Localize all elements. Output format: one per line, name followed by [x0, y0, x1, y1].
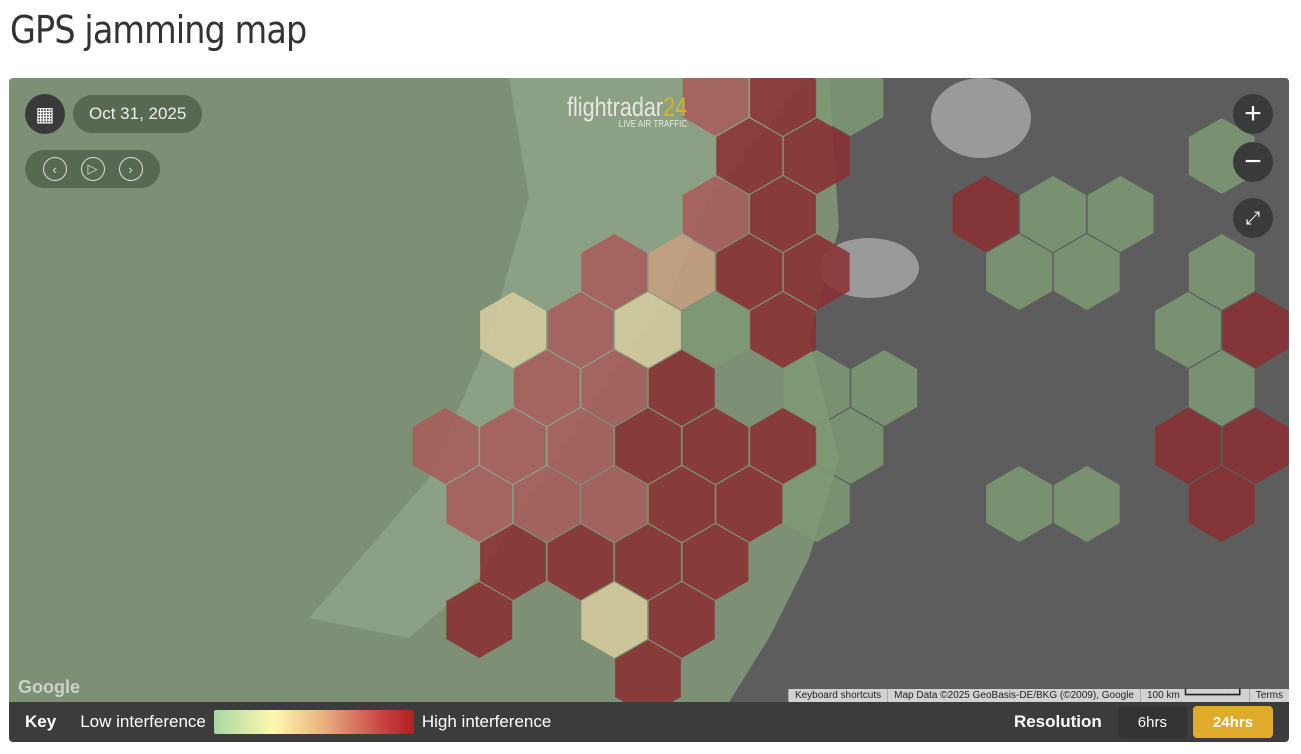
interference-hex[interactable] — [750, 78, 816, 136]
interference-hex[interactable] — [615, 524, 681, 600]
key-label: Key — [25, 712, 57, 731]
interference-hex[interactable] — [1053, 466, 1120, 542]
map-layer[interactable] — [9, 78, 1289, 702]
interference-hex[interactable] — [615, 292, 681, 368]
interference-hex[interactable] — [783, 466, 850, 542]
scale-label: 100 km — [1146, 690, 1180, 701]
interference-hex[interactable] — [412, 408, 479, 484]
interference-hex[interactable] — [648, 234, 715, 310]
zoom-out-button[interactable]: − — [1233, 142, 1273, 182]
interference-hex[interactable] — [682, 408, 749, 484]
interference-hex[interactable] — [817, 78, 884, 136]
logo-number: 24 — [663, 92, 688, 122]
logo-name: flightradar — [567, 92, 664, 122]
interference-hex[interactable] — [851, 350, 918, 426]
interference-hex[interactable] — [581, 466, 648, 542]
interference-hex[interactable] — [1188, 350, 1255, 426]
chevron-right-icon[interactable]: › — [118, 157, 143, 181]
interference-hex[interactable] — [615, 408, 681, 484]
interference-hex[interactable] — [682, 524, 749, 600]
interference-hex[interactable] — [615, 640, 681, 702]
interference-hex[interactable] — [1053, 234, 1120, 310]
interference-hex[interactable] — [581, 234, 648, 310]
gps-jamming-map[interactable]: ▦ Oct 31, 2025 ‹ ▷ › flightradar24 LIVE A… — [9, 78, 1289, 702]
chevron-left-icon[interactable]: ‹ — [42, 157, 67, 181]
interference-hex[interactable] — [513, 466, 580, 542]
interference-hex[interactable] — [648, 582, 715, 658]
resolution-label: Resolution — [1013, 712, 1102, 731]
interference-hex[interactable] — [682, 78, 749, 136]
interference-hex[interactable] — [446, 466, 513, 542]
interference-hex[interactable] — [648, 350, 715, 426]
interference-hex[interactable] — [952, 176, 1019, 252]
date-display[interactable]: Oct 31, 2025 — [73, 95, 203, 133]
flightradar24-logo: flightradar24 LIVE AIR TRAFFIC — [567, 92, 687, 130]
interference-gradient — [213, 710, 414, 734]
interference-hex[interactable] — [1155, 408, 1221, 484]
resolution-24hrs-button[interactable]: 24hrs — [1192, 706, 1273, 738]
logo-tagline: LIVE AIR TRAFFIC — [618, 119, 688, 130]
calendar-icon: ▦ — [35, 103, 55, 126]
interference-hex[interactable] — [480, 408, 546, 484]
legend-bar: Key Low interference High interference R… — [9, 702, 1289, 742]
interference-hex[interactable] — [716, 466, 783, 542]
fullscreen-button[interactable]: ⤢ — [1233, 198, 1273, 238]
interference-hex[interactable] — [783, 234, 850, 310]
interference-hex[interactable] — [1188, 466, 1255, 542]
high-interference-label: High interference — [421, 712, 552, 731]
calendar-button[interactable]: ▦ — [25, 94, 65, 134]
interference-hex[interactable] — [581, 350, 648, 426]
interference-hex[interactable] — [547, 408, 614, 484]
google-logo: Google — [18, 677, 80, 697]
playback-controls: ‹ ▷ › — [25, 150, 160, 188]
zoom-in-button[interactable]: + — [1233, 94, 1273, 134]
interference-hex[interactable] — [581, 582, 648, 658]
interference-hex[interactable] — [446, 582, 513, 658]
interference-hex[interactable] — [1155, 292, 1221, 368]
interference-hex[interactable] — [547, 524, 614, 600]
hex-overlay — [412, 78, 1289, 702]
interference-hex[interactable] — [750, 176, 816, 252]
interference-hex[interactable] — [986, 234, 1053, 310]
interference-hex[interactable] — [716, 118, 783, 194]
scale-bar: 100 km ┗━━━━━━━━┛ — [1139, 689, 1249, 702]
map-attribution: Keyboard shortcuts Map Data ©2025 GeoBas… — [787, 689, 1289, 702]
interference-hex[interactable] — [547, 292, 614, 368]
low-interference-label: Low interference — [80, 712, 206, 731]
interference-hex[interactable] — [513, 350, 580, 426]
interference-hex[interactable] — [986, 466, 1053, 542]
interference-hex[interactable] — [1188, 234, 1255, 310]
page-title: GPS jamming map — [10, 8, 307, 52]
resolution-6hrs-button[interactable]: 6hrs — [1117, 706, 1187, 738]
interference-hex[interactable] — [750, 408, 816, 484]
interference-hex[interactable] — [783, 118, 850, 194]
keyboard-shortcuts-link[interactable]: Keyboard shortcuts — [787, 689, 888, 702]
interference-hex[interactable] — [480, 292, 546, 368]
interference-hex[interactable] — [750, 292, 816, 368]
interference-hex[interactable] — [480, 524, 546, 600]
interference-hex[interactable] — [817, 408, 884, 484]
interference-hex[interactable] — [1087, 176, 1154, 252]
play-icon[interactable]: ▷ — [80, 157, 105, 181]
lake — [931, 78, 1031, 158]
interference-hex[interactable] — [716, 234, 783, 310]
terms-link[interactable]: Terms — [1248, 689, 1289, 702]
interference-hex[interactable] — [783, 350, 850, 426]
map-data-text: Map Data ©2025 GeoBasis-DE/BKG (©2009), … — [887, 689, 1140, 702]
interference-hex[interactable] — [682, 176, 749, 252]
interference-hex[interactable] — [1020, 176, 1086, 252]
expand-icon: ⤢ — [1245, 207, 1261, 228]
interference-hex[interactable] — [682, 292, 749, 368]
interference-hex[interactable] — [1222, 292, 1289, 368]
interference-hex[interactable] — [648, 466, 715, 542]
interference-hex[interactable] — [1222, 408, 1289, 484]
